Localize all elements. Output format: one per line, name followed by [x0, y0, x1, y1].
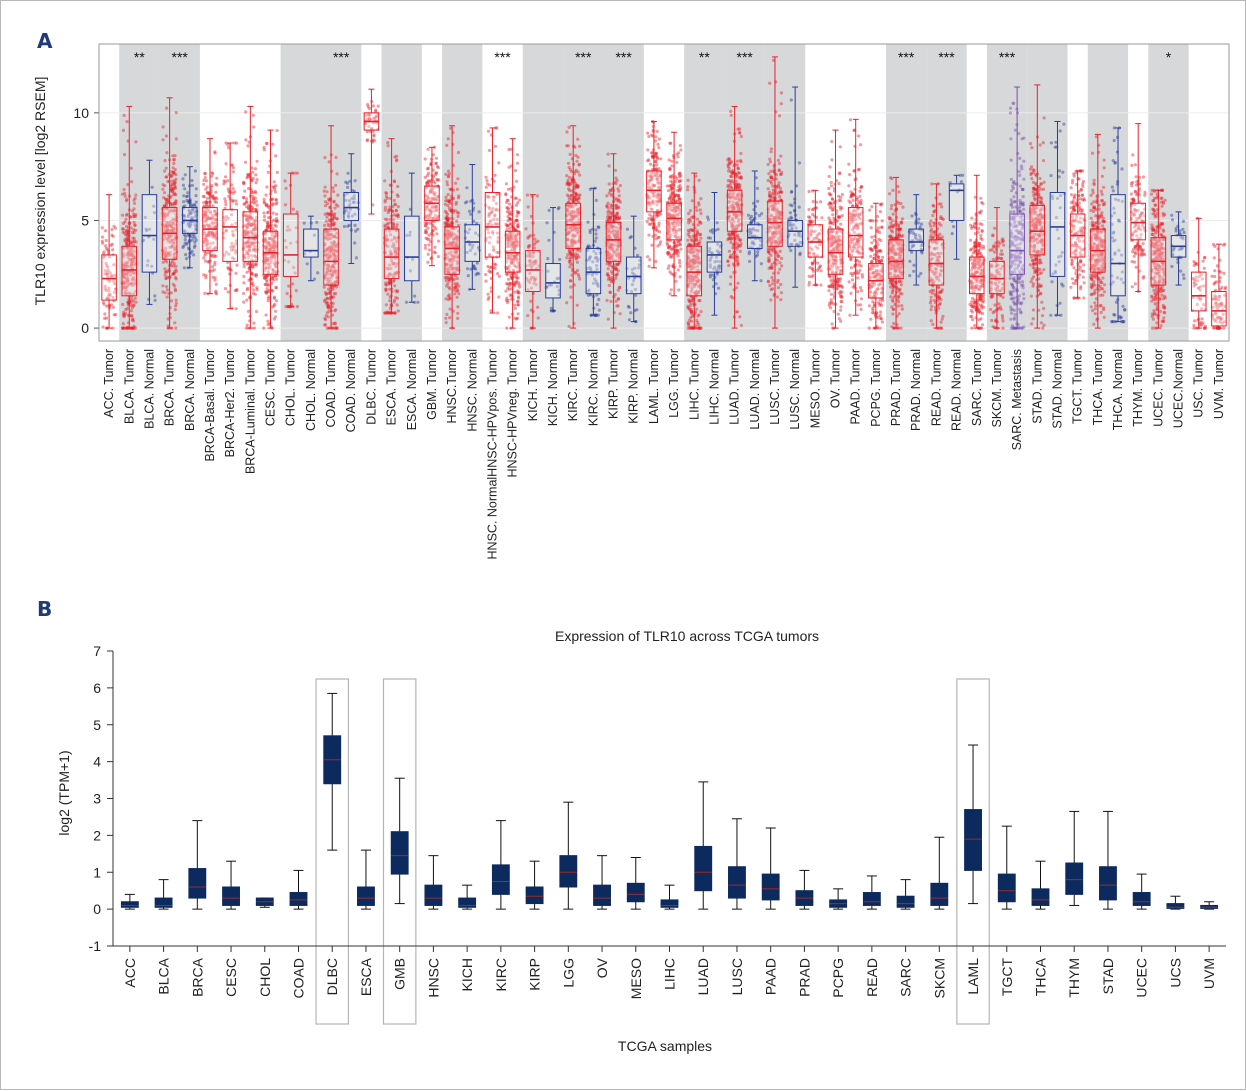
figure-frame: A B TLR10 expression level [log2 RSEM] 0…: [0, 0, 1246, 1090]
